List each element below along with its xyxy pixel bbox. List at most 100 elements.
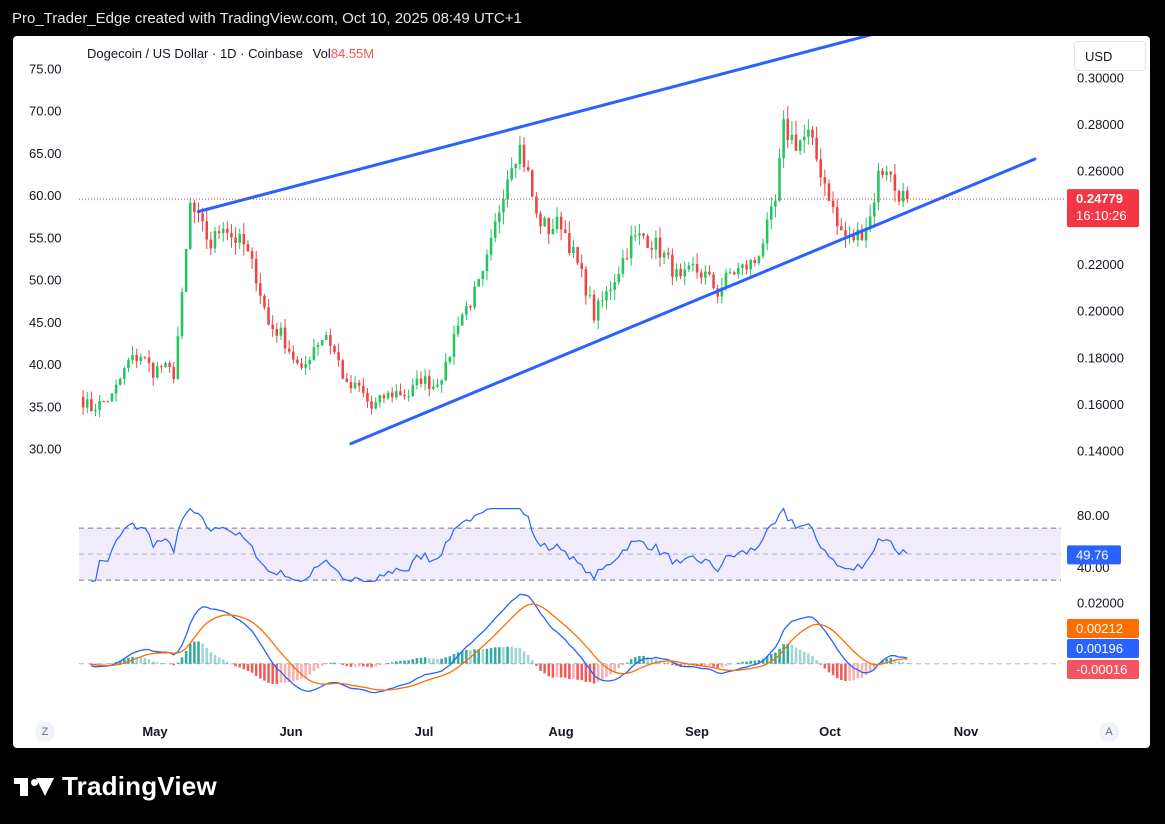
macd-hist-bar bbox=[885, 658, 888, 664]
macd-hist-bar bbox=[609, 663, 612, 675]
macd-hist-bar bbox=[489, 648, 493, 664]
macd-badge-hist_last bbox=[1067, 660, 1139, 679]
candle-body bbox=[687, 265, 691, 270]
macd-hist-bar bbox=[291, 663, 295, 682]
candle-body bbox=[399, 391, 402, 396]
macd-hist-bar bbox=[728, 663, 732, 665]
currency-button[interactable]: USD bbox=[1074, 41, 1146, 71]
macd-hist-bar bbox=[687, 663, 691, 667]
candle-body bbox=[802, 136, 806, 141]
candle-body bbox=[329, 335, 332, 346]
zoom-reset-button[interactable]: Z bbox=[35, 722, 55, 742]
macd-hist-bar bbox=[881, 660, 884, 664]
last-price-value: 0.24779 bbox=[1076, 191, 1123, 206]
candle-body bbox=[728, 272, 732, 274]
macd-hist-bar bbox=[831, 663, 835, 676]
macd-hist-bar bbox=[168, 663, 171, 665]
macd-hist-bar bbox=[856, 663, 860, 679]
candle-body bbox=[279, 327, 283, 336]
macd-hist-bar bbox=[452, 654, 456, 664]
candle-body bbox=[629, 235, 633, 259]
candle-body bbox=[572, 247, 575, 254]
candle-body bbox=[143, 356, 147, 358]
chart-panel[interactable]: 0.300000.280000.260000.240000.220000.200… bbox=[13, 36, 1150, 748]
candle-body bbox=[753, 259, 757, 264]
macd-hist-bar bbox=[873, 663, 876, 669]
candle-body bbox=[708, 271, 711, 275]
candle-body bbox=[386, 392, 390, 399]
macd-hist-bar bbox=[341, 663, 345, 665]
candle-body bbox=[576, 247, 579, 264]
macd-hist-bar bbox=[823, 663, 827, 669]
time-tick-label: Oct bbox=[819, 724, 841, 739]
macd-hist-bar bbox=[201, 643, 204, 664]
candle-body bbox=[139, 356, 143, 362]
macd-hist-bar bbox=[811, 655, 814, 664]
macd-hist-bar bbox=[399, 660, 402, 664]
macd-hist-bar bbox=[901, 661, 905, 664]
candle-body bbox=[535, 196, 538, 214]
candle-body bbox=[403, 395, 406, 397]
macd-hist-bar bbox=[485, 648, 489, 664]
candle-body bbox=[654, 237, 658, 250]
candle-body bbox=[844, 230, 847, 236]
macd-hist-bar bbox=[617, 663, 621, 669]
candle-body bbox=[601, 300, 604, 302]
macd-hist-bar bbox=[345, 663, 349, 666]
macd-hist-bar bbox=[893, 659, 897, 664]
candle-body bbox=[642, 233, 645, 237]
candle-body bbox=[745, 264, 748, 270]
candle-body bbox=[691, 263, 695, 266]
candle-body bbox=[699, 272, 703, 278]
macd-hist-bar bbox=[160, 662, 163, 664]
candle-body bbox=[168, 362, 171, 367]
candle-body bbox=[782, 119, 785, 159]
candle-body bbox=[213, 231, 217, 249]
candle-body bbox=[732, 272, 736, 275]
candle-body bbox=[444, 361, 448, 381]
macd-hist-bar bbox=[555, 663, 559, 678]
chart-svg[interactable]: 0.300000.280000.260000.240000.220000.200… bbox=[13, 36, 1150, 748]
macd-hist-bar bbox=[312, 663, 316, 672]
macd-hist-bar bbox=[498, 647, 501, 664]
macd-hist-bar bbox=[296, 663, 299, 681]
macd-hist-bar bbox=[287, 663, 291, 683]
macd-hist-bar bbox=[634, 657, 637, 664]
macd-hist-bar bbox=[547, 663, 551, 677]
time-tick-label: Sep bbox=[685, 724, 709, 739]
macd-hist-bar bbox=[720, 663, 724, 668]
candle-body bbox=[621, 258, 625, 274]
candle-body bbox=[102, 401, 106, 403]
time-axis: May Jun Jul Aug Sep Oct Nov bbox=[142, 724, 979, 739]
candle-body bbox=[473, 286, 476, 308]
symbol-title: Dogecoin / US Dollar · 1D · Coinbase bbox=[87, 46, 304, 61]
macd-hist-bar bbox=[638, 656, 641, 664]
candle-body bbox=[485, 254, 489, 272]
candle-body bbox=[246, 244, 250, 252]
auto-scale-button[interactable]: A bbox=[1099, 722, 1119, 742]
macd-hist-bar bbox=[353, 663, 357, 667]
macd-hist-bar bbox=[666, 662, 670, 664]
macd-hist-bar bbox=[477, 649, 480, 664]
macd-hist-bar bbox=[778, 648, 781, 664]
macd-hist-bar bbox=[897, 661, 901, 664]
macd-hist-bar bbox=[304, 663, 307, 677]
candle-body bbox=[695, 263, 699, 273]
left-tick-label: 30.00 bbox=[29, 442, 62, 457]
macd-hist-bar bbox=[625, 662, 629, 664]
candle-body bbox=[296, 359, 299, 364]
macd-hist-bar bbox=[592, 663, 596, 684]
macd-hist-bar bbox=[415, 658, 419, 664]
macd-hist-bar bbox=[724, 663, 728, 666]
macd-hist-bar bbox=[226, 661, 229, 664]
macd-hist-bar bbox=[139, 657, 143, 664]
macd-hist-bar bbox=[502, 647, 505, 664]
candle-body bbox=[436, 384, 439, 387]
macd-hist-bar bbox=[102, 663, 106, 665]
candle-body bbox=[390, 392, 394, 398]
macd-hist-bar bbox=[357, 663, 361, 667]
macd-hist-bar bbox=[156, 662, 159, 664]
candle-body bbox=[761, 243, 765, 257]
left-tick-label: 60.00 bbox=[29, 188, 62, 203]
macd-hist-bar bbox=[712, 663, 715, 667]
